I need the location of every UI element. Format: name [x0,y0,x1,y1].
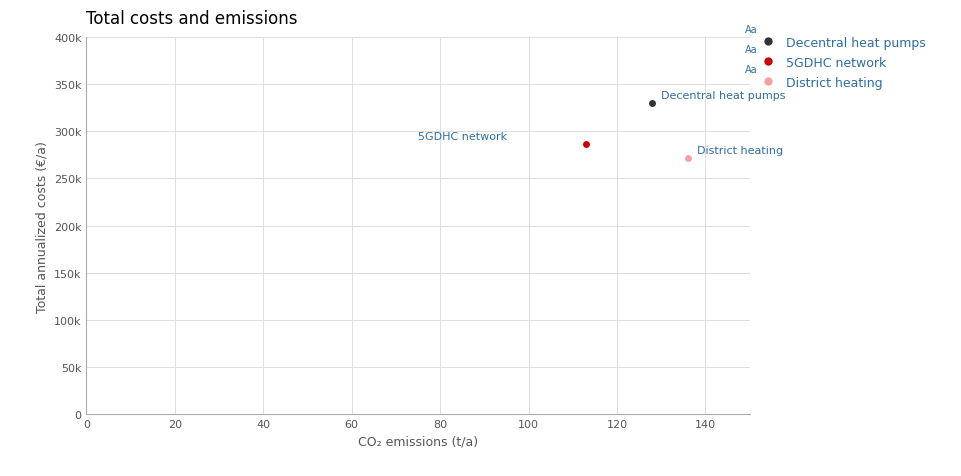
Y-axis label: Total annualized costs (€/a): Total annualized costs (€/a) [36,140,48,312]
Text: Aa: Aa [745,25,757,35]
Point [579,140,594,148]
Text: 5GDHC network: 5GDHC network [418,131,507,141]
Legend: Decentral heat pumps, 5GDHC network, District heating: Decentral heat pumps, 5GDHC network, Dis… [756,37,925,89]
Text: Total costs and emissions: Total costs and emissions [86,10,298,28]
Text: Decentral heat pumps: Decentral heat pumps [661,91,786,101]
Text: District heating: District heating [697,146,782,156]
Text: Aa: Aa [745,65,757,75]
Point [680,155,696,162]
X-axis label: CO₂ emissions (t/a): CO₂ emissions (t/a) [358,435,479,447]
Point [645,100,660,108]
Text: Aa: Aa [745,45,757,55]
